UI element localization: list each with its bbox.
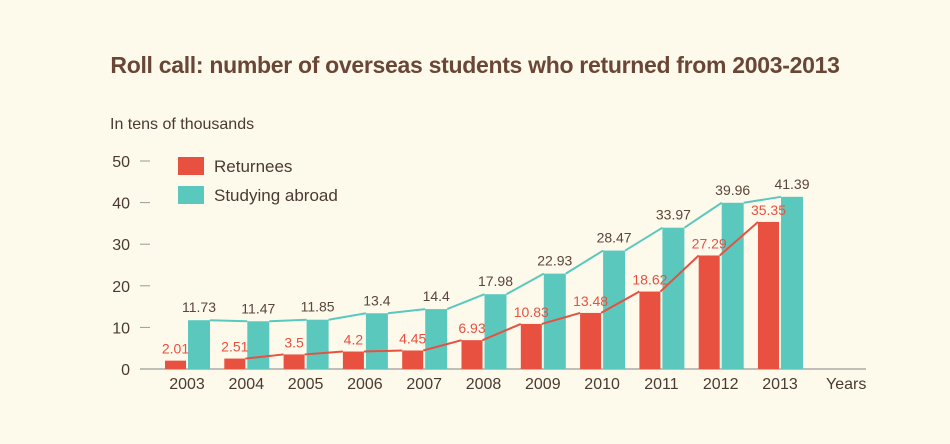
- bar-studying-abroad: [247, 321, 270, 369]
- bar-returnees: [283, 354, 305, 369]
- bar-studying-abroad: [662, 227, 685, 369]
- line-segment-studying-abroad: [624, 226, 663, 252]
- y-tick-label: 50: [112, 154, 130, 171]
- bar-returnees: [224, 358, 246, 369]
- x-tick-label: 2011: [644, 376, 679, 393]
- line-segment-returnees: [659, 254, 700, 293]
- line-segment-returnees: [600, 290, 640, 314]
- bar-studying-abroad: [425, 309, 448, 369]
- bar-returnees: [580, 312, 602, 369]
- data-label-studying-abroad: 13.4: [363, 292, 390, 308]
- data-label-returnees: 4.2: [344, 332, 364, 348]
- data-label-studying-abroad: 14.4: [423, 288, 450, 304]
- y-tick-label: 20: [112, 279, 130, 296]
- bar-studying-abroad: [721, 202, 744, 369]
- line-segment-studying-abroad: [387, 308, 426, 315]
- line-segment-returnees: [363, 349, 403, 353]
- bar-studying-abroad: [603, 250, 626, 369]
- x-tick-label: 2012: [703, 376, 739, 393]
- legend-swatch-returnees: [178, 157, 204, 175]
- data-label-studying-abroad: 11.85: [301, 299, 335, 315]
- bar-studying-abroad: [484, 294, 507, 369]
- x-tick-label: 2013: [762, 376, 798, 393]
- y-axis-label: In tens of thousands: [110, 116, 255, 133]
- line-segment-studying-abroad: [506, 272, 545, 296]
- line-segment-studying-abroad: [269, 318, 307, 323]
- x-axis-label: Years: [826, 376, 866, 393]
- legend-label-studying-abroad: Studying abroad: [214, 186, 338, 205]
- line-segment-returnees: [245, 353, 284, 360]
- bar-returnees: [758, 221, 779, 369]
- x-tick-label: 2008: [466, 376, 502, 393]
- line-segment-studying-abroad: [328, 312, 367, 321]
- data-label-returnees: 6.93: [458, 320, 485, 336]
- data-label-studying-abroad: 22.93: [537, 253, 572, 269]
- data-label-studying-abroad: 41.39: [774, 176, 809, 192]
- bar-studying-abroad: [306, 319, 329, 369]
- x-tick-label: 2009: [525, 376, 561, 393]
- data-label-returnees: 3.5: [284, 334, 304, 350]
- x-tick-label: 2003: [169, 376, 205, 393]
- x-tick-label: 2007: [406, 376, 442, 393]
- bar-studying-abroad: [543, 273, 566, 369]
- y-tick-label: 30: [112, 237, 130, 254]
- chart-title: Roll call: number of overseas students w…: [110, 52, 840, 78]
- legend-label-returnees: Returnees: [214, 157, 292, 176]
- line-segment-returnees: [541, 311, 581, 325]
- bar-returnees: [402, 350, 424, 369]
- data-label-studying-abroad: 17.98: [478, 273, 513, 289]
- bar-returnees: [698, 255, 720, 369]
- bar-returnees: [461, 340, 483, 369]
- y-tick-label: 10: [112, 320, 130, 337]
- legend-swatch-studying-abroad: [178, 186, 204, 204]
- line-segment-studying-abroad: [565, 249, 604, 275]
- line-segment-studying-abroad: [446, 293, 485, 311]
- data-label-studying-abroad: 11.73: [182, 299, 216, 315]
- bar-studying-abroad: [365, 313, 388, 369]
- data-label-studying-abroad: 28.47: [597, 230, 632, 246]
- data-label-returnees: 2.51: [221, 339, 248, 355]
- x-tick-label: 2010: [584, 376, 620, 393]
- x-tick-label: 2006: [347, 376, 383, 393]
- x-tick-label: 2005: [288, 376, 324, 393]
- data-label-returnees: 35.35: [751, 202, 786, 218]
- bar-returnees: [639, 291, 661, 369]
- data-label-returnees: 10.83: [514, 304, 549, 320]
- data-label-studying-abroad: 39.96: [715, 182, 750, 198]
- data-label-returnees: 4.45: [399, 330, 426, 346]
- line-segment-returnees: [482, 323, 522, 342]
- y-tick-label: 40: [112, 196, 130, 213]
- data-label-studying-abroad: 33.97: [656, 207, 691, 223]
- line-segment-studying-abroad: [683, 201, 723, 229]
- line-segment-returnees: [304, 350, 343, 356]
- y-tick-label: 0: [121, 362, 130, 379]
- bar-returnees: [165, 360, 186, 369]
- bar-studying-abroad: [188, 320, 210, 369]
- data-label-returnees: 13.48: [573, 293, 608, 309]
- data-label-returnees: 27.29: [692, 235, 727, 251]
- line-segment-returnees: [422, 339, 462, 352]
- data-label-returnees: 2.01: [162, 341, 189, 357]
- bar-returnees: [520, 323, 542, 369]
- data-label-studying-abroad: 11.47: [241, 300, 275, 316]
- line-segment-studying-abroad: [743, 195, 782, 204]
- bar-returnees: [342, 351, 364, 369]
- x-tick-label: 2004: [229, 376, 265, 393]
- line-segment-studying-abroad: [209, 319, 248, 323]
- data-label-returnees: 18.62: [632, 272, 667, 288]
- bar-studying-abroad: [781, 196, 803, 369]
- line-segment-returnees: [719, 221, 759, 257]
